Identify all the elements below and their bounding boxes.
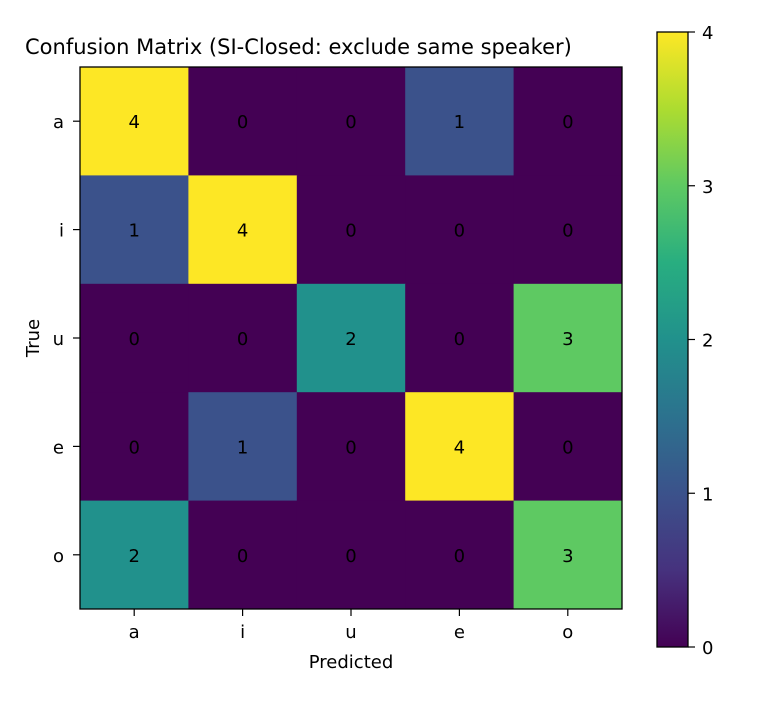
colorbar-tick-label-1: 1 (702, 484, 713, 505)
heatmap-cell-e-e (405, 392, 515, 502)
cell-value-u-i: 0 (237, 329, 248, 350)
cell-value-o-a: 2 (128, 546, 139, 567)
heatmap-cell-u-i (188, 283, 298, 393)
cell-value-e-o: 0 (562, 437, 573, 458)
colorbar-tick-label-2: 2 (702, 331, 713, 352)
colorbar-tick-label-0: 0 (702, 638, 713, 659)
cell-value-i-i: 4 (237, 221, 248, 242)
heatmap-cell-e-o (513, 392, 623, 502)
y-tick-label-o: o (53, 546, 64, 567)
y-tick-label-e: e (53, 437, 64, 458)
cell-value-a-u: 0 (345, 112, 356, 133)
colorbar (656, 31, 689, 648)
heatmap-cell-u-o (513, 283, 623, 393)
heatmap-cell-e-i (188, 392, 298, 502)
heatmap-cell-a-o (513, 67, 623, 176)
cell-value-e-i: 1 (237, 437, 248, 458)
cell-value-i-o: 0 (562, 221, 573, 242)
colorbar-tick-label-3: 3 (702, 177, 713, 198)
cell-value-o-e: 0 (454, 546, 465, 567)
heatmap-cell-a-i (188, 67, 298, 176)
y-tick-label-i: i (59, 221, 64, 242)
cell-value-i-a: 1 (128, 221, 139, 242)
heatmap-cell-i-u (296, 175, 406, 285)
y-tick-label-a: a (53, 112, 64, 133)
heatmap-cell-i-e (405, 175, 515, 285)
heatmap-cell-o-o (513, 500, 623, 610)
heatmap-cell-labels: 4 0 0 1 0 1 4 0 0 0 0 0 2 0 3 0 1 0 4 0 2 0 0 0 3 (128, 112, 573, 567)
heatmap-cell-a-a (80, 67, 189, 176)
cell-value-e-u: 0 (345, 437, 356, 458)
cell-value-e-e: 4 (454, 437, 465, 458)
y-axis-label: True (23, 319, 44, 358)
y-tick-label-u: u (53, 329, 64, 350)
colorbar-ticks: 0 1 2 3 4 (688, 23, 713, 659)
heatmap-cell-i-o (513, 175, 623, 285)
cell-value-a-e: 1 (454, 112, 465, 133)
cell-value-o-u: 0 (345, 546, 356, 567)
heatmap-cell-i-i (188, 175, 298, 285)
cell-value-a-a: 4 (128, 112, 139, 133)
x-tick-label-u: u (345, 622, 356, 643)
cell-value-o-i: 0 (237, 546, 248, 567)
heatmap-cell-u-e (405, 283, 515, 393)
cell-value-u-e: 0 (454, 329, 465, 350)
cell-value-e-a: 0 (128, 437, 139, 458)
heatmap-cell-i-a (80, 175, 189, 285)
cell-value-o-o: 3 (562, 546, 573, 567)
heatmap-cell-o-e (405, 500, 515, 610)
x-tick-label-e: e (454, 622, 465, 643)
x-axis-label: Predicted (309, 652, 394, 673)
x-tick-label-i: i (240, 622, 245, 643)
colorbar-tick-label-4: 4 (702, 23, 713, 44)
heatmap-cell-o-a (80, 500, 189, 610)
cell-value-i-u: 0 (345, 221, 356, 242)
heatmap-cell-e-u (296, 392, 406, 502)
x-tick-label-a: a (129, 622, 140, 643)
heatmap-cells (80, 67, 623, 610)
cell-value-u-a: 0 (128, 329, 139, 350)
heatmap-cell-a-e (405, 67, 515, 176)
cell-value-a-o: 0 (562, 112, 573, 133)
heatmap-cell-u-u (296, 283, 406, 393)
cell-value-a-i: 0 (237, 112, 248, 133)
chart-title: Confusion Matrix (SI-Closed: exclude sam… (25, 35, 572, 59)
heatmap-cell-o-u (296, 500, 406, 610)
cell-value-u-o: 3 (562, 329, 573, 350)
cell-value-i-e: 0 (454, 221, 465, 242)
cell-value-u-u: 2 (345, 329, 356, 350)
heatmap-cell-u-a (80, 283, 189, 393)
heatmap-cell-e-a (80, 392, 189, 502)
y-axis: a i u e o (53, 112, 80, 567)
x-tick-label-o: o (562, 622, 573, 643)
heatmap-cell-o-i (188, 500, 298, 610)
heatmap-cell-a-u (296, 67, 406, 176)
